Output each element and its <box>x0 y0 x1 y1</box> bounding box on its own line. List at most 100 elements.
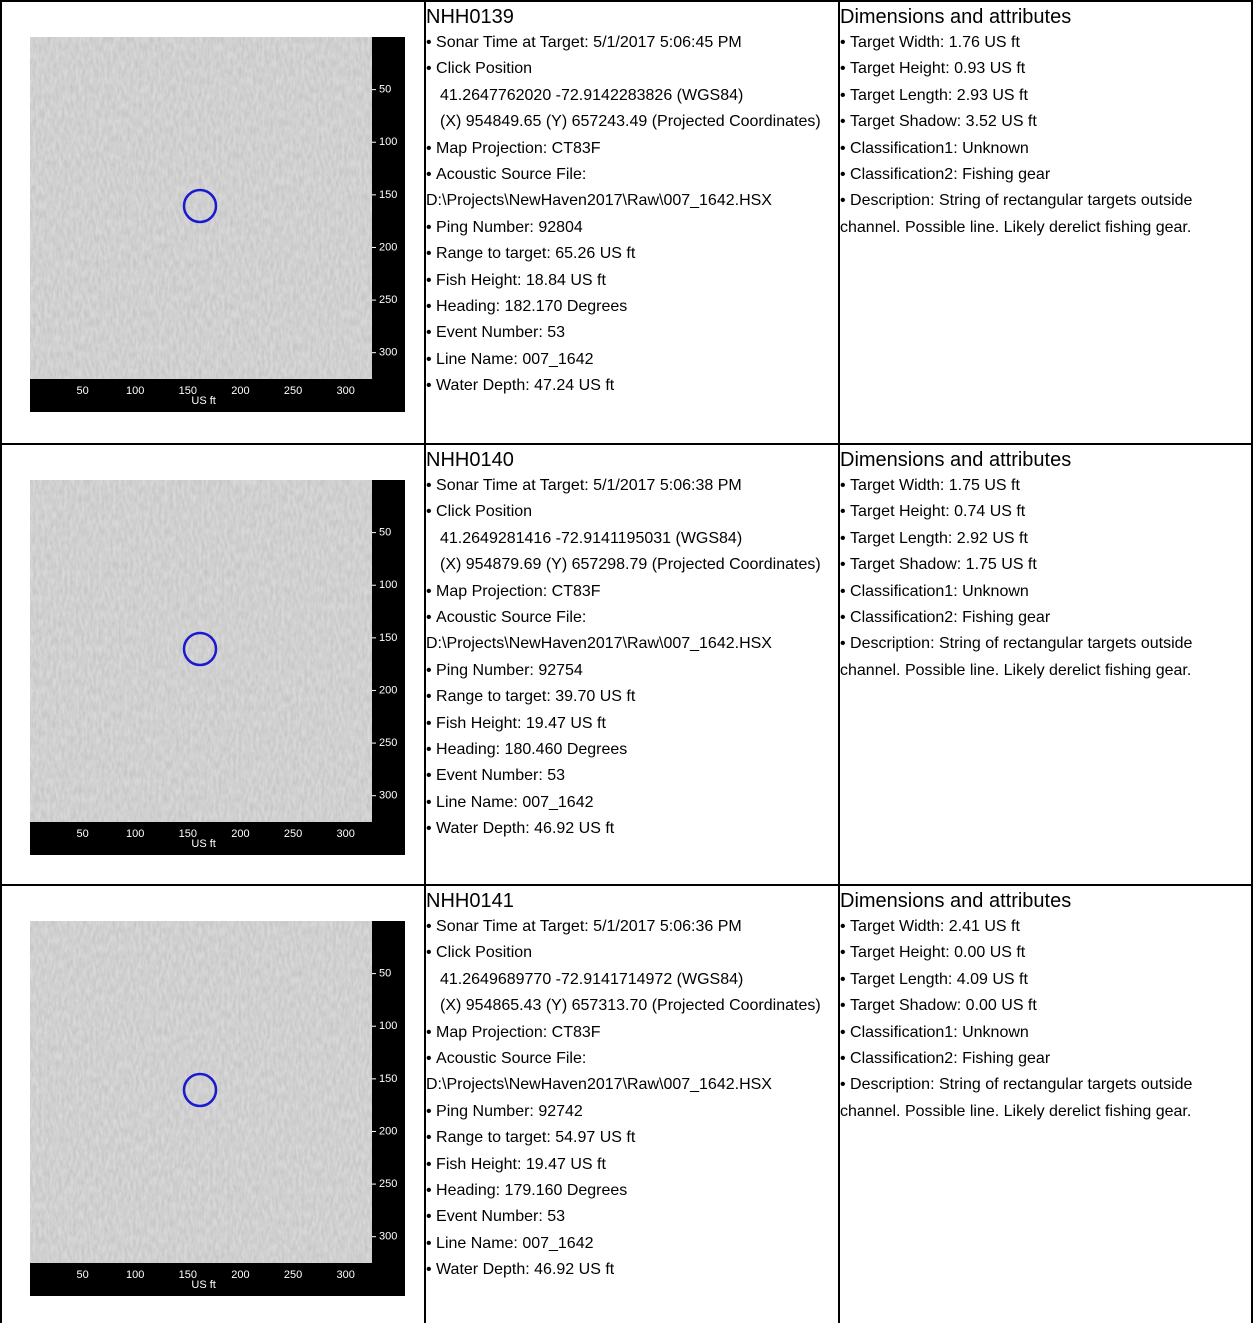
detail-item: Event Number: 53 <box>426 1204 834 1230</box>
detail-item: Map Projection: CT83F <box>426 1020 834 1046</box>
detail-item: Water Depth: 46.92 US ft <box>426 1257 834 1283</box>
x-axis-label: US ft <box>191 395 215 407</box>
detail-item: Sonar Time at Target: 5/1/2017 5:06:38 P… <box>426 473 834 499</box>
sonar-image: 50 100 150 200 250 300 50 100 150 200 250 300 US ft <box>30 37 405 412</box>
column-border <box>424 0 426 1323</box>
dimensions-title: Dimensions and attributes <box>840 449 1072 471</box>
detail-item: Ping Number: 92804 <box>426 215 834 241</box>
y-tick-label: 200 <box>379 1125 397 1137</box>
detail-item: Ping Number: 92754 <box>426 658 834 684</box>
detail-line: 41.2647762020 -72.9142283826 (WGS84) <box>440 86 744 104</box>
attribute-item: Classification2: Fishing gear <box>840 1046 1218 1072</box>
right-bar <box>372 480 405 855</box>
detail-line: D:\Projects\NewHaven2017\Raw\007_1642.HS… <box>426 192 772 210</box>
detail-line: (X) 954879.69 (Y) 657298.79 (Projected C… <box>440 556 821 574</box>
y-tick-label: 300 <box>379 347 397 359</box>
sonar-image: 50 100 150 200 250 300 50 100 150 200 250 300 US ft <box>30 480 405 855</box>
detail-item: Range to target: 54.97 US ft <box>426 1125 834 1151</box>
dimensions-title: Dimensions and attributes <box>840 890 1072 912</box>
attribute-item: Classification2: Fishing gear <box>840 605 1218 631</box>
target-info: NHH0141Sonar Time at Target: 5/1/2017 5:… <box>426 884 834 1323</box>
record-row: 50 100 150 200 250 300 50 100 150 200 250 300 US ft N… <box>0 443 1253 884</box>
attribute-item: Target Shadow: 1.75 US ft <box>840 552 1218 578</box>
detail-item: Map Projection: CT83F <box>426 579 834 605</box>
y-tick-label: 50 <box>379 968 391 980</box>
detail-item: Sonar Time at Target: 5/1/2017 5:06:36 P… <box>426 914 834 940</box>
right-bar <box>372 37 405 412</box>
attribute-item: Target Width: 2.41 US ft <box>840 914 1218 940</box>
x-tick-label: 250 <box>284 385 302 397</box>
column-border <box>1251 0 1253 1323</box>
bottom-bar <box>30 1263 405 1296</box>
y-tick-label: 50 <box>379 84 391 96</box>
y-tick-label: 200 <box>379 684 397 696</box>
detail-line: D:\Projects\NewHaven2017\Raw\007_1642.HS… <box>426 1076 772 1094</box>
detail-item: Heading: 180.460 Degrees <box>426 737 834 763</box>
y-tick-label: 250 <box>379 1178 397 1190</box>
detail-item: Fish Height: 19.47 US ft <box>426 711 834 737</box>
y-tick-label: 100 <box>379 1020 397 1032</box>
detail-item: Sonar Time at Target: 5/1/2017 5:06:45 P… <box>426 30 834 56</box>
attribute-item: Description: String of rectangular targe… <box>840 188 1218 241</box>
sonar-image: 50 100 150 200 250 300 50 100 150 200 250 300 US ft <box>30 921 405 1296</box>
y-tick-label: 200 <box>379 241 397 253</box>
detail-item: Event Number: 53 <box>426 763 834 789</box>
attribute-item: Classification1: Unknown <box>840 1020 1218 1046</box>
sonar-texture <box>30 480 372 822</box>
record-row: 50 100 150 200 250 300 50 100 150 200 250 300 US ft N… <box>0 884 1253 1323</box>
attribute-item: Target Length: 2.92 US ft <box>840 526 1218 552</box>
target-circle <box>182 631 218 667</box>
x-tick-label: 300 <box>337 1269 355 1281</box>
detail-item: Fish Height: 19.47 US ft <box>426 1152 834 1178</box>
y-tick-label: 100 <box>379 136 397 148</box>
x-tick-label: 100 <box>126 385 144 397</box>
target-info: NHH0140Sonar Time at Target: 5/1/2017 5:… <box>426 443 834 884</box>
attribute-item: Target Height: 0.74 US ft <box>840 499 1218 525</box>
attribute-item: Target Length: 4.09 US ft <box>840 967 1218 993</box>
x-tick-label: 150 <box>179 385 197 397</box>
column-border <box>0 0 2 1323</box>
detail-item: Heading: 179.160 Degrees <box>426 1178 834 1204</box>
detail-item: Ping Number: 92742 <box>426 1099 834 1125</box>
row-border <box>0 884 1253 886</box>
attribute-item: Target Height: 0.93 US ft <box>840 56 1218 82</box>
dimensions: Dimensions and attributesTarget Width: 1… <box>840 0 1218 443</box>
dimensions-title: Dimensions and attributes <box>840 6 1072 28</box>
y-tick-label: 250 <box>379 737 397 749</box>
x-tick-label: 100 <box>126 828 144 840</box>
sonar-texture <box>30 37 372 379</box>
x-tick-label: 50 <box>76 385 88 397</box>
x-tick-label: 150 <box>179 1269 197 1281</box>
x-tick-label: 300 <box>337 385 355 397</box>
attribute-item: Target Height: 0.00 US ft <box>840 940 1218 966</box>
y-tick-label: 150 <box>379 189 397 201</box>
x-tick-label: 300 <box>337 828 355 840</box>
detail-item: Heading: 182.170 Degrees <box>426 294 834 320</box>
y-tick-label: 150 <box>379 1073 397 1085</box>
record-row: 50 100 150 200 250 300 50 100 150 200 250 300 US ft N… <box>0 0 1253 443</box>
detail-item: Map Projection: CT83F <box>426 136 834 162</box>
detail-item: Line Name: 007_1642 <box>426 790 834 816</box>
attribute-item: Target Width: 1.75 US ft <box>840 473 1218 499</box>
attribute-item: Target Shadow: 3.52 US ft <box>840 109 1218 135</box>
bottom-bar <box>30 379 405 412</box>
x-axis-label: US ft <box>191 838 215 850</box>
row-border <box>0 443 1253 445</box>
detail-item: Click Position <box>426 56 834 82</box>
detail-line: 41.2649689770 -72.9141714972 (WGS84) <box>440 970 744 988</box>
attribute-item: Classification1: Unknown <box>840 136 1218 162</box>
y-tick-label: 150 <box>379 632 397 644</box>
y-tick-label: 250 <box>379 294 397 306</box>
attribute-item: Target Width: 1.76 US ft <box>840 30 1218 56</box>
y-tick-label: 300 <box>379 790 397 802</box>
x-tick-label: 50 <box>76 1269 88 1281</box>
sonar-texture <box>30 921 372 1263</box>
detail-item: Event Number: 53 <box>426 320 834 346</box>
detail-line: (X) 954849.65 (Y) 657243.49 (Projected C… <box>440 113 821 131</box>
x-axis-label: US ft <box>191 1279 215 1291</box>
x-tick-label: 50 <box>76 828 88 840</box>
y-tick-label: 50 <box>379 527 391 539</box>
target-info: NHH0139Sonar Time at Target: 5/1/2017 5:… <box>426 0 834 443</box>
x-tick-label: 250 <box>284 828 302 840</box>
